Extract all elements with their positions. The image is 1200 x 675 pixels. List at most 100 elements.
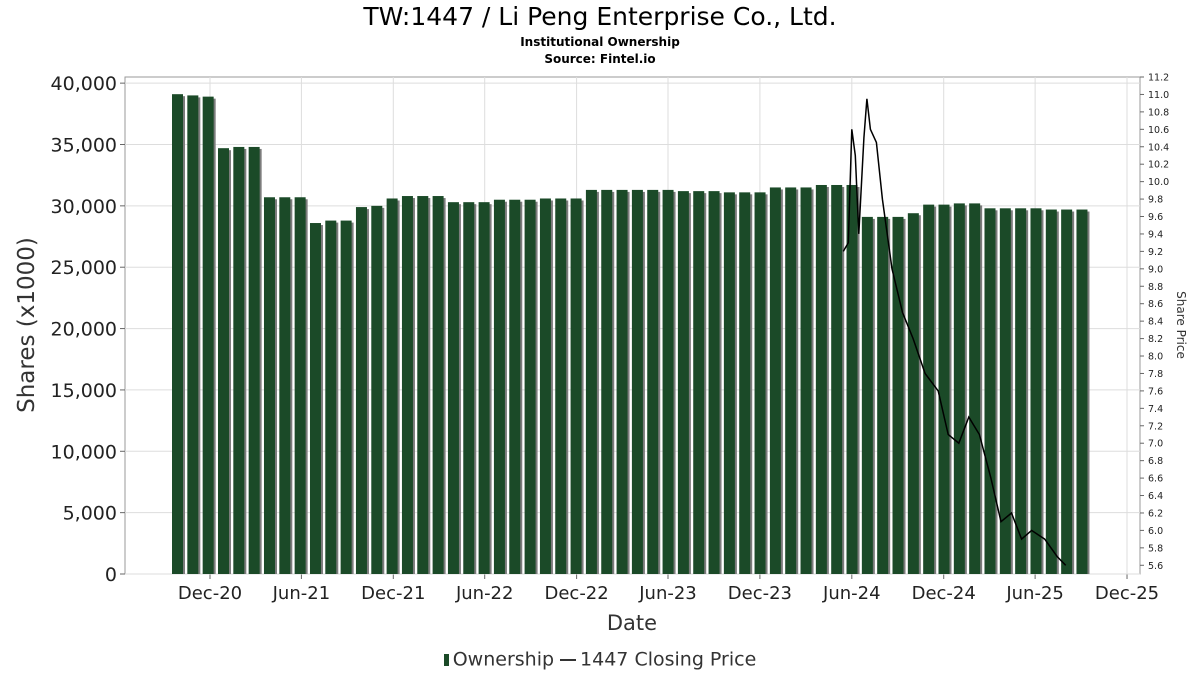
y2-tick-label: 6.2 (1148, 508, 1163, 519)
x-tick-label: Jun-25 (1005, 583, 1064, 604)
legend-ownership-label: Ownership (452, 648, 555, 671)
y-tick-label: 25,000 (51, 257, 117, 279)
ownership-bar (831, 184, 843, 575)
y2-tick-label: 9.2 (1148, 247, 1163, 258)
ownership-bar (877, 216, 889, 574)
ownership-bar (386, 198, 398, 574)
y2-tick-label: 6.0 (1148, 526, 1163, 537)
y2-tick-label: 7.0 (1148, 439, 1163, 450)
y-tick-label: 0 (105, 564, 117, 586)
y2-tick-label: 5.8 (1148, 543, 1163, 554)
ownership-bar (616, 189, 628, 575)
y2-tick-label: 9.8 (1148, 195, 1163, 206)
y-tick-label: 20,000 (51, 319, 117, 341)
ownership-bar (953, 203, 965, 575)
ownership-bar (601, 189, 613, 575)
x-tick-label: Dec-21 (361, 583, 425, 604)
y2-tick-label: 6.6 (1148, 474, 1163, 485)
ownership-bar (401, 196, 413, 575)
y-axis-title: Shares (x1000) (14, 237, 40, 413)
ownership-bar (662, 189, 674, 575)
y2-tick-label: 9.0 (1148, 264, 1163, 275)
ownership-bar (647, 189, 659, 575)
y2-tick-label: 6.8 (1148, 456, 1163, 467)
ownership-bar (861, 216, 873, 574)
ownership-bar (631, 189, 643, 575)
ownership-bar (1030, 208, 1042, 575)
ownership-bar (279, 197, 291, 575)
ownership-bar (999, 208, 1011, 575)
x-tick-label: Dec-20 (178, 583, 242, 604)
ownership-bar (432, 196, 444, 575)
ownership-bar (708, 191, 720, 575)
ownership-bar (172, 94, 183, 575)
x-tick-label: Jun-23 (638, 583, 697, 604)
y2-tick-label: 10.6 (1148, 125, 1169, 136)
y2-tick-label: 8.6 (1148, 299, 1163, 310)
ownership-bar (1015, 208, 1027, 575)
ownership-bar (754, 192, 766, 574)
y-tick-label: 40,000 (51, 73, 117, 95)
ownership-bar (248, 146, 260, 574)
legend-price-label: 1447 Closing Price (580, 648, 757, 671)
ownership-bar (785, 187, 797, 574)
y2-tick-label: 7.8 (1148, 369, 1163, 380)
y2-tick-label: 9.4 (1148, 229, 1163, 240)
chart-source: Source: Fintel.io (544, 52, 656, 66)
x-tick-label: Dec-25 (1095, 583, 1159, 604)
y2-tick-label: 6.4 (1148, 491, 1163, 502)
ownership-bar (325, 220, 337, 575)
ownership-bar (907, 213, 919, 574)
ownership-bar (187, 95, 199, 574)
ownership-bar (1076, 209, 1088, 575)
ownership-bar (585, 189, 597, 575)
ownership-bar (739, 192, 751, 574)
ownership-chart: Dec-20 Jun-21 Dec-21 Jun-22 Dec-22 Jun-23 Dec-… (14, 73, 1188, 636)
ownership-bar (892, 216, 904, 574)
ownership-bar (493, 199, 505, 574)
legend-price-swatch (560, 658, 577, 661)
x-tick-label: Dec-24 (912, 583, 976, 604)
ownership-bar (693, 191, 705, 575)
y2-tick-label: 8.0 (1148, 352, 1163, 363)
ownership-bar (1061, 209, 1073, 575)
ownership-bar (923, 204, 935, 574)
ownership-bar (846, 184, 858, 575)
x-tick-label: Jun-24 (822, 583, 881, 604)
ownership-bar (202, 96, 214, 574)
ownership-bar (969, 203, 981, 575)
y2-tick-label: 10.4 (1148, 142, 1169, 153)
x-tick-label: Dec-22 (544, 583, 608, 604)
chart-title: TW:1447 / Li Peng Enterprise Co., Ltd. (363, 2, 837, 31)
y2-tick-label: 10.0 (1148, 177, 1169, 188)
price-line (842, 98, 1067, 566)
y2-tick-label: 8.4 (1148, 317, 1163, 328)
legend: Ownership 1447 Closing Price (0, 648, 1200, 671)
ownership-bar (938, 204, 950, 574)
ownership-bar (417, 196, 429, 575)
y2-tick-label: 11.2 (1148, 73, 1169, 84)
ownership-bar (233, 146, 245, 574)
x-axis-title: Date (607, 611, 657, 635)
y-tick-label: 5,000 (63, 503, 117, 525)
chart-subtitle: Institutional Ownership (520, 35, 680, 49)
y2-tick-label: 8.8 (1148, 282, 1163, 293)
y2-tick-label: 10.2 (1148, 160, 1169, 171)
ownership-bar (463, 202, 475, 575)
y-tick-label: 10,000 (51, 441, 117, 463)
ownership-bar (570, 198, 582, 574)
ownership-bar (1045, 209, 1057, 575)
ownership-bar (723, 192, 735, 574)
ownership-bar (800, 187, 812, 574)
ownership-bar (539, 198, 551, 574)
y2-tick-label: 7.4 (1148, 404, 1163, 415)
y2-tick-label: 5.6 (1148, 561, 1163, 572)
x-tick-label: Jun-22 (455, 583, 514, 604)
y-tick-label: 35,000 (51, 134, 117, 156)
ownership-bar (815, 184, 827, 575)
ownership-bar (217, 148, 229, 575)
ownership-bar (509, 199, 521, 574)
y2-tick-label: 9.6 (1148, 212, 1163, 223)
ownership-bar (984, 208, 996, 575)
ownership-bar (340, 220, 352, 575)
